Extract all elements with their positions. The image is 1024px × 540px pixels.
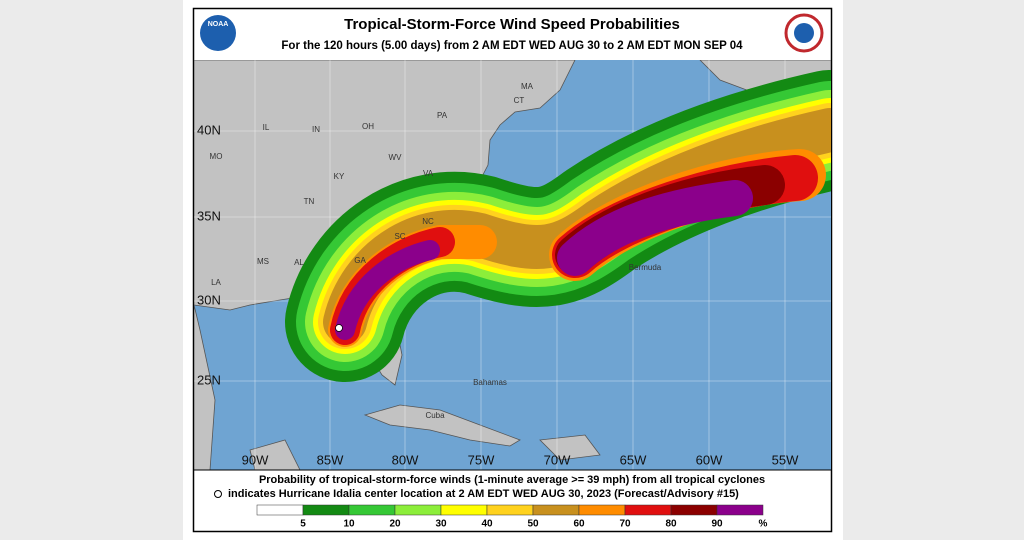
noaa-logo [200, 15, 236, 51]
place-label: Bahamas [473, 378, 507, 387]
cuba [363, 404, 521, 447]
state-label: SC [394, 232, 405, 241]
mexico [194, 304, 216, 470]
state-label: LA [211, 278, 221, 287]
legend-label: 70 [619, 519, 631, 530]
legend-label: 30 [435, 519, 447, 530]
state-label: IN [312, 125, 320, 134]
center-symbol [214, 490, 222, 498]
state-label: MA [521, 82, 534, 91]
lon-label: 70W [544, 452, 571, 467]
legend-label: 20 [389, 519, 401, 530]
state-label: IL [263, 123, 270, 132]
legend-label: 60 [573, 519, 585, 530]
lat-label: 35N [197, 208, 221, 223]
state-label: MO [210, 152, 223, 161]
lat-label: 40N [197, 122, 221, 137]
footer-line2: indicates Hurricane Idalia center locati… [228, 488, 739, 500]
state-label: MS [257, 257, 269, 266]
legend-swatch [394, 504, 442, 516]
legend-swatch [486, 504, 534, 516]
state-label: NC [422, 217, 434, 226]
legend-label: 10 [343, 519, 355, 530]
legend-swatch [624, 504, 672, 516]
legend-label: 5 [300, 519, 306, 530]
legend-label: 50 [527, 519, 539, 530]
lon-label: 75W [468, 452, 495, 467]
legend-swatch [302, 504, 350, 516]
legend-label: 80 [665, 519, 677, 530]
legend-swatch [716, 504, 764, 516]
title: Tropical-Storm-Force Wind Speed Probabil… [344, 16, 680, 33]
legend-swatch [348, 504, 396, 516]
map: 90W 85W 80W 75W 70W 65W 60W 55W 40N 35N 30N 25N MA CT… [194, 60, 831, 470]
legend-swatch [532, 504, 580, 516]
state-label: GA [354, 256, 366, 265]
logo-text: NOAA [208, 21, 229, 28]
state-label: AL [294, 258, 304, 267]
state-label: OH [362, 122, 374, 131]
lon-label: 65W [620, 452, 647, 467]
storm-center [335, 324, 343, 332]
legend-swatch [440, 504, 488, 516]
swath-band [557, 180, 753, 276]
legend-label: 40 [481, 519, 493, 530]
place-label: Bermuda [629, 263, 662, 272]
footer-line1: Probability of tropical-storm-force wind… [259, 474, 765, 486]
subtitle: For the 120 hours (5.00 days) from 2 AM … [281, 40, 743, 52]
lon-label: 60W [696, 452, 723, 467]
nws-logo-core [794, 23, 814, 43]
yucatan [249, 439, 301, 470]
legend-swatch [578, 504, 626, 516]
map-labels: 90W 85W 80W 75W 70W 65W 60W 55W 40N 35N 30N 25N MA CT… [197, 82, 799, 467]
place-label: Cuba [425, 411, 445, 420]
lat-label: 30N [197, 292, 221, 307]
lon-label: 85W [317, 452, 344, 467]
hispaniola [539, 434, 601, 461]
probability-swath [285, 70, 831, 382]
state-label: VA [423, 169, 434, 178]
swath-band [335, 240, 440, 340]
legend-swatch [256, 504, 304, 516]
state-label: KY [334, 172, 345, 181]
lon-label: 55W [772, 452, 799, 467]
legend-label: 90 [711, 519, 723, 530]
lon-label: 80W [392, 452, 419, 467]
legend-unit: % [759, 519, 768, 530]
lon-label: 90W [242, 452, 269, 467]
state-label: CT [514, 96, 525, 105]
state-label: WV [389, 153, 403, 162]
legend-swatch [670, 504, 718, 516]
state-label: PA [437, 111, 448, 120]
state-label: TN [304, 197, 315, 206]
lat-label: 25N [197, 372, 221, 387]
legend: 5 10 20 30 40 50 60 70 80 90% [256, 504, 768, 530]
